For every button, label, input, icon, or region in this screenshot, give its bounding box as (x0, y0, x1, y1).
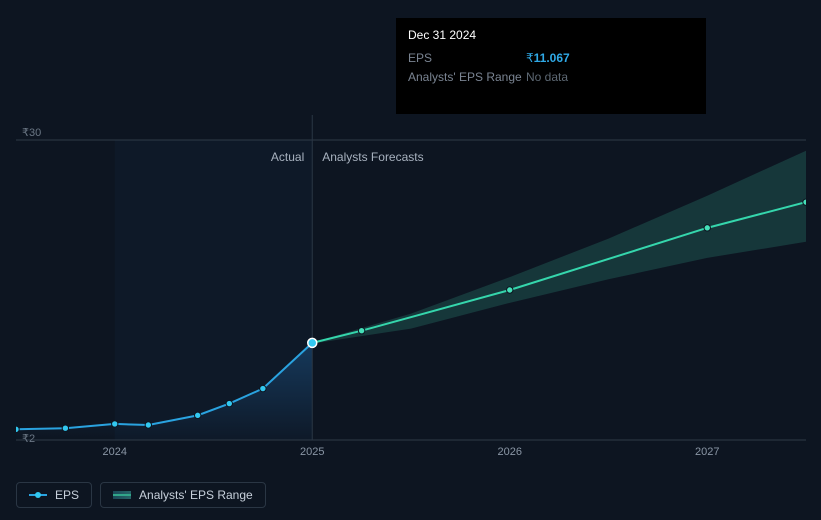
tooltip-eps-label: EPS (408, 49, 526, 68)
legend-swatch-eps (29, 491, 47, 499)
x-tick-label-2027: 2027 (695, 446, 719, 458)
legend-item-range[interactable]: Analysts' EPS Range (100, 482, 266, 508)
tooltip-eps-value: ₹11.067 (526, 49, 570, 68)
region-label-actual: Actual (271, 150, 304, 164)
tooltip-row-range: Analysts' EPS Range No data (408, 68, 694, 87)
legend-item-eps[interactable]: EPS (16, 482, 92, 508)
x-tick-label-2025: 2025 (300, 446, 324, 458)
legend-swatch-range (113, 491, 131, 499)
tooltip-range-label: Analysts' EPS Range (408, 68, 526, 87)
tooltip-row-eps: EPS ₹11.067 (408, 49, 694, 68)
x-tick-label-2026: 2026 (498, 446, 522, 458)
hover-tooltip: Dec 31 2024 EPS ₹11.067 Analysts' EPS Ra… (396, 18, 706, 114)
y-tick-label-30: ₹30 (22, 126, 41, 139)
x-tick-label-2024: 2024 (103, 446, 127, 458)
y-tick-label-2: ₹2 (22, 432, 35, 445)
legend: EPS Analysts' EPS Range (16, 482, 266, 508)
legend-label-eps: EPS (55, 488, 79, 502)
region-label-forecast: Analysts Forecasts (322, 150, 423, 164)
tooltip-range-value: No data (526, 68, 568, 87)
tooltip-date: Dec 31 2024 (408, 26, 694, 45)
legend-label-range: Analysts' EPS Range (139, 488, 253, 502)
